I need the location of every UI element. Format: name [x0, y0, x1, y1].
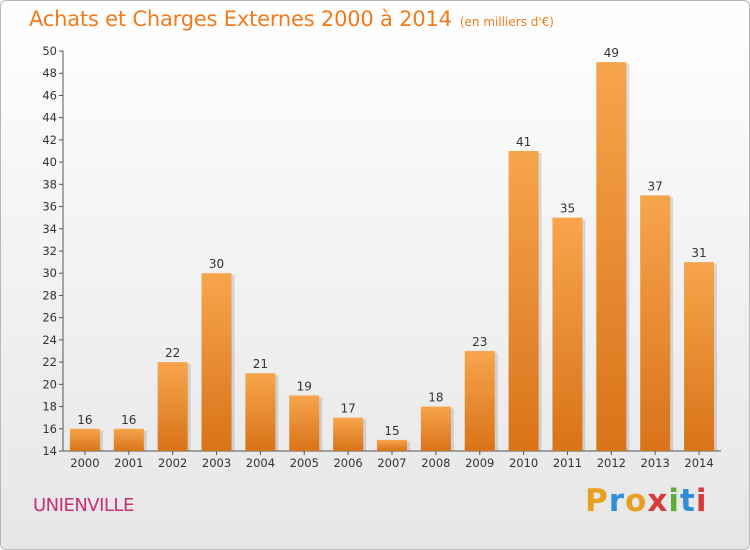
y-tick-label: 20 — [42, 377, 57, 391]
x-tick-label: 2006 — [333, 456, 362, 470]
chart-bars: 16 16 22 30 21 19 17 15 18 23 41 35 49 37 31 — [69, 46, 718, 451]
y-tick-label: 16 — [42, 422, 57, 436]
bar-value-label: 19 — [297, 379, 312, 393]
bar — [201, 273, 232, 451]
bar-value-label: 31 — [691, 246, 706, 260]
logo-letter: x — [647, 483, 669, 519]
x-tick-label: 2002 — [158, 456, 187, 470]
x-tick-label: 2011 — [553, 456, 582, 470]
bar — [464, 351, 495, 451]
bar-value-label: 37 — [648, 179, 663, 193]
bar — [157, 362, 188, 451]
bar-value-label: 16 — [121, 413, 136, 427]
y-tick-label: 38 — [42, 177, 57, 191]
x-tick-label: 2001 — [114, 456, 143, 470]
x-tick-label: 2012 — [597, 456, 626, 470]
x-tick-label: 2014 — [684, 456, 713, 470]
bar — [684, 262, 715, 451]
bar-value-label: 18 — [428, 391, 443, 405]
x-tick-label: 2013 — [641, 456, 670, 470]
x-tick-label: 2009 — [465, 456, 494, 470]
y-tick-label: 30 — [42, 266, 57, 280]
bar — [245, 373, 276, 451]
bar-value-label: 35 — [560, 202, 575, 216]
bar-value-label: 17 — [340, 402, 355, 416]
bar-value-label: 21 — [253, 357, 268, 371]
chart-title: Achats et Charges Externes 2000 à 2014 — [29, 7, 452, 31]
y-tick-label: 32 — [42, 244, 57, 258]
y-tick-label: 42 — [42, 133, 57, 147]
bar — [420, 406, 451, 451]
chart-subtitle: (en milliers d'€) — [459, 15, 554, 29]
chart-title-block: Achats et Charges Externes 2000 à 2014 (e… — [29, 7, 554, 31]
y-tick-label: 36 — [42, 200, 57, 214]
y-tick-label: 40 — [42, 155, 57, 169]
bar-value-label: 16 — [77, 413, 92, 427]
x-tick-label: 2004 — [246, 456, 275, 470]
y-tick-label: 26 — [42, 311, 57, 325]
y-tick-label: 22 — [42, 355, 57, 369]
proxiti-logo: Proxiti — [585, 483, 707, 519]
bar-value-label: 49 — [604, 46, 619, 60]
logo-letter: r — [608, 483, 626, 519]
bar — [552, 217, 583, 451]
bar-value-label: 15 — [384, 424, 399, 438]
x-tick-label: 2000 — [70, 456, 99, 470]
bar — [333, 417, 364, 451]
x-tick-label: 2008 — [421, 456, 450, 470]
y-tick-label: 34 — [42, 222, 57, 236]
chart-axes: 14 16 18 20 22 24 26 28 30 32 34 36 38 40 42 44 46 48 50 20… — [42, 44, 721, 470]
y-tick-label: 46 — [42, 88, 57, 102]
bar — [113, 428, 144, 451]
logo-letter: o — [625, 483, 648, 519]
bar — [289, 395, 320, 451]
logo-letter: t — [679, 483, 696, 519]
bar-value-label: 41 — [516, 135, 531, 149]
y-tick-label: 24 — [42, 333, 57, 347]
bar-value-label: 22 — [165, 346, 180, 360]
logo-letter: i — [695, 483, 708, 519]
y-tick-label: 48 — [42, 66, 57, 80]
y-tick-label: 28 — [42, 288, 57, 302]
commune-name: UNIENVILLE — [33, 495, 134, 516]
x-tick-label: 2010 — [509, 456, 538, 470]
y-tick-label: 14 — [42, 444, 57, 458]
logo-letter: i — [668, 483, 680, 519]
bar-value-label: 23 — [472, 335, 487, 349]
bar — [69, 428, 100, 451]
bar — [377, 439, 407, 451]
bar-value-label: 30 — [209, 257, 224, 271]
y-tick-label: 18 — [42, 400, 57, 414]
x-tick-label: 2007 — [377, 456, 406, 470]
bar — [596, 62, 627, 451]
bar — [508, 151, 539, 451]
logo-letter: P — [585, 483, 609, 519]
x-tick-label: 2003 — [202, 456, 231, 470]
y-tick-label: 50 — [42, 44, 57, 58]
y-tick-label: 44 — [42, 111, 57, 125]
bar — [640, 195, 671, 451]
x-tick-label: 2005 — [290, 456, 319, 470]
